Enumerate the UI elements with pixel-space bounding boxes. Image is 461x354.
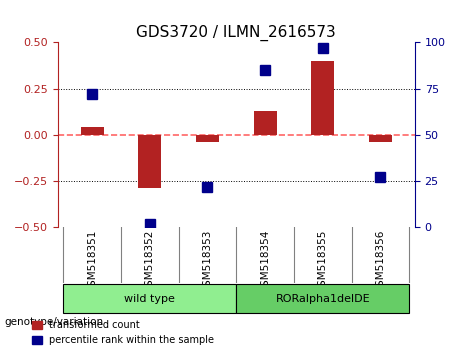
Title: GDS3720 / ILMN_2616573: GDS3720 / ILMN_2616573 (136, 25, 336, 41)
Text: RORalpha1delDE: RORalpha1delDE (275, 294, 370, 304)
FancyBboxPatch shape (64, 284, 236, 313)
Bar (81, 127, 104, 135)
Text: GSM518355: GSM518355 (318, 230, 328, 293)
Text: wild type: wild type (124, 294, 175, 304)
Bar (369, 135, 392, 142)
Text: GSM518351: GSM518351 (87, 230, 97, 293)
Bar (196, 135, 219, 142)
Text: GSM518356: GSM518356 (375, 230, 385, 293)
Text: GSM518354: GSM518354 (260, 230, 270, 293)
Legend: transformed count, percentile rank within the sample: transformed count, percentile rank withi… (28, 316, 218, 349)
Bar (254, 111, 277, 135)
Text: GSM518353: GSM518353 (202, 230, 213, 293)
FancyBboxPatch shape (236, 284, 409, 313)
Text: GSM518352: GSM518352 (145, 230, 155, 293)
Bar (311, 61, 334, 135)
Bar (138, 135, 161, 188)
Text: genotype/variation: genotype/variation (5, 317, 104, 327)
